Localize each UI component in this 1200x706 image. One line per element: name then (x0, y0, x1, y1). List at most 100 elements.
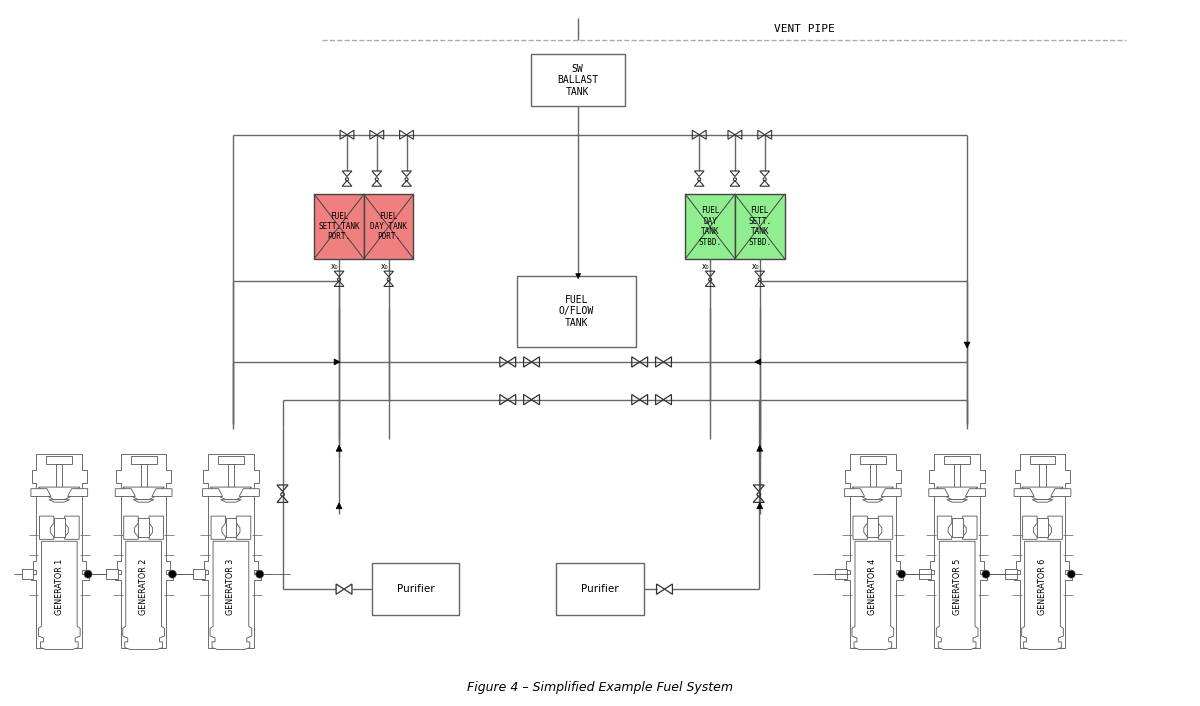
Polygon shape (133, 500, 154, 502)
Bar (870, 464, 876, 487)
Circle shape (256, 570, 264, 578)
Polygon shape (334, 359, 340, 365)
Polygon shape (1022, 516, 1037, 539)
Text: FUEL
SETT.TANK
PORT.: FUEL SETT.TANK PORT. (318, 212, 360, 241)
Polygon shape (878, 516, 893, 539)
Polygon shape (757, 445, 763, 451)
Polygon shape (152, 489, 172, 496)
Bar (919, 569, 931, 579)
Polygon shape (149, 516, 163, 539)
Text: GENERATOR 5: GENERATOR 5 (953, 558, 961, 615)
Text: GENERATOR 4: GENERATOR 4 (869, 558, 877, 615)
Text: SW
BALLAST
TANK: SW BALLAST TANK (557, 64, 599, 97)
Text: GENERATOR 3: GENERATOR 3 (227, 558, 235, 615)
Bar (226, 518, 236, 537)
Polygon shape (236, 516, 251, 539)
Bar (860, 456, 886, 464)
Polygon shape (863, 500, 883, 502)
Bar (1030, 456, 1055, 464)
Polygon shape (1014, 489, 1034, 496)
Polygon shape (31, 489, 52, 496)
Polygon shape (962, 516, 977, 539)
Polygon shape (852, 487, 894, 500)
Bar (517, 275, 636, 347)
Polygon shape (1032, 500, 1052, 502)
Polygon shape (852, 542, 894, 650)
Polygon shape (576, 274, 581, 279)
Polygon shape (202, 454, 260, 647)
Text: x₀: x₀ (380, 262, 389, 271)
Polygon shape (929, 489, 949, 496)
Polygon shape (336, 503, 342, 509)
Polygon shape (210, 487, 252, 500)
Polygon shape (937, 516, 952, 539)
Bar (1037, 518, 1048, 537)
Text: FUEL
DAY TANK
PORT.: FUEL DAY TANK PORT. (370, 212, 407, 241)
Polygon shape (30, 454, 89, 647)
Bar (228, 464, 234, 487)
Polygon shape (124, 516, 138, 539)
Text: Purifier: Purifier (397, 584, 434, 594)
Bar (530, 54, 625, 106)
Text: x₀: x₀ (702, 262, 710, 271)
Bar (835, 569, 847, 579)
Circle shape (84, 570, 92, 578)
Polygon shape (757, 503, 763, 509)
Polygon shape (1051, 489, 1070, 496)
Bar (954, 464, 960, 487)
Text: GENERATOR 6: GENERATOR 6 (1038, 558, 1046, 615)
Text: FUEL
DAY
TANK
STBD.: FUEL DAY TANK STBD. (698, 206, 721, 246)
Polygon shape (947, 500, 967, 502)
Polygon shape (964, 342, 970, 348)
Bar (952, 518, 962, 537)
Circle shape (898, 570, 906, 578)
Text: GENERATOR 2: GENERATOR 2 (139, 558, 148, 615)
Polygon shape (203, 489, 223, 496)
Polygon shape (122, 542, 164, 650)
Text: Purifier: Purifier (581, 584, 619, 594)
Bar (56, 464, 62, 487)
Text: FUEL
SETT.
TANK
STBD.: FUEL SETT. TANK STBD. (748, 206, 772, 246)
Polygon shape (38, 487, 80, 500)
Circle shape (168, 570, 176, 578)
Bar (557, 563, 643, 615)
Bar (372, 563, 460, 615)
Polygon shape (336, 445, 342, 451)
Bar (314, 194, 364, 258)
Bar (364, 194, 414, 258)
Polygon shape (1014, 454, 1073, 647)
Bar (944, 456, 970, 464)
Polygon shape (929, 454, 986, 647)
Polygon shape (221, 500, 241, 502)
Polygon shape (966, 489, 985, 496)
Bar (1004, 569, 1016, 579)
Text: VENT PIPE: VENT PIPE (774, 23, 834, 34)
Bar (22, 569, 34, 579)
Polygon shape (115, 489, 136, 496)
Bar (140, 464, 146, 487)
Bar (138, 518, 149, 537)
Bar (47, 456, 72, 464)
Polygon shape (881, 489, 901, 496)
Text: GENERATOR 1: GENERATOR 1 (55, 558, 64, 615)
Polygon shape (844, 454, 902, 647)
Circle shape (1067, 570, 1075, 578)
Polygon shape (1048, 516, 1062, 539)
Polygon shape (845, 489, 864, 496)
Polygon shape (38, 542, 80, 650)
Bar (193, 569, 205, 579)
Polygon shape (122, 487, 164, 500)
Polygon shape (239, 489, 259, 496)
Polygon shape (115, 454, 173, 647)
Text: Figure 4 – Simplified Example Fuel System: Figure 4 – Simplified Example Fuel Syste… (467, 681, 733, 694)
Bar (868, 518, 878, 537)
Polygon shape (1022, 487, 1063, 500)
Polygon shape (755, 359, 761, 365)
Polygon shape (40, 516, 54, 539)
Polygon shape (1021, 542, 1063, 650)
Bar (218, 456, 244, 464)
Text: FUEL
O/FLOW
TANK: FUEL O/FLOW TANK (558, 294, 594, 328)
Polygon shape (936, 487, 978, 500)
Bar (131, 456, 156, 464)
Bar (685, 194, 734, 258)
